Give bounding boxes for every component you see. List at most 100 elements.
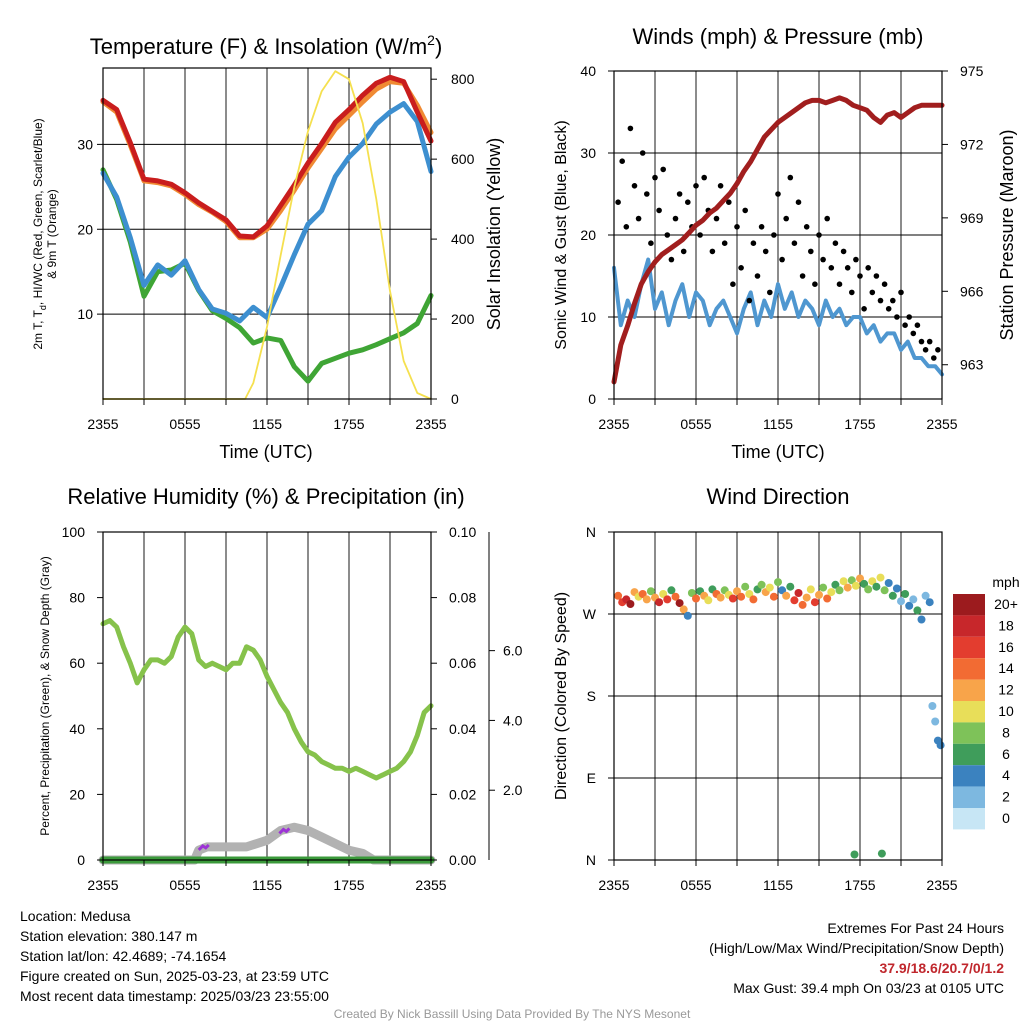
- colorbar-cell: [953, 636, 985, 659]
- winddir-point: [868, 577, 877, 586]
- winddir-point: [850, 850, 859, 859]
- gust-point: [652, 174, 658, 181]
- gust-point: [779, 256, 785, 263]
- winddir-ytick-label: N: [586, 524, 596, 540]
- gust-point: [853, 256, 859, 263]
- station-location: Location: Medusa: [20, 908, 131, 924]
- extremes-subtitle: (High/Low/Max Wind/Precipitation/Snow De…: [709, 940, 1004, 956]
- extremes-values: 37.9/18.6/20.7/0/1.2: [879, 960, 1004, 976]
- gust-point: [730, 281, 736, 288]
- colorbar-title: mph: [992, 574, 1019, 590]
- solar-series-line: [102, 70, 432, 400]
- winddir-point: [831, 580, 840, 589]
- gust-point: [701, 174, 707, 181]
- winddir-xtick-label: 2355: [926, 877, 957, 893]
- temp-xtick-label: 1155: [252, 416, 282, 432]
- winddir-plot-area: [614, 573, 945, 859]
- rh-y3tick-label: 4.0: [503, 712, 523, 728]
- winddir-point: [749, 595, 758, 604]
- station-latlon: Station lat/lon: 42.4689; -74.1654: [20, 948, 227, 964]
- winds-y2tick-label: 966: [960, 283, 984, 299]
- gust-point: [668, 256, 675, 263]
- colorbar-cell: [953, 808, 985, 830]
- gust-point: [869, 289, 876, 296]
- temp-ylabel-line2: & 9m T (Orange): [45, 189, 59, 279]
- winds-y2tick-label: 972: [960, 136, 984, 152]
- gust-point: [812, 281, 818, 288]
- gust-point: [664, 232, 671, 238]
- gust-point: [750, 240, 757, 246]
- temp-y2tick-label: 200: [451, 311, 475, 327]
- winds-xtick-label: 0555: [680, 416, 711, 432]
- winddir-point: [683, 611, 692, 620]
- rh-ylabel: Percent, Precipitation (Green), & Snow D…: [38, 556, 52, 835]
- extremes-box: Extremes For Past 24 Hours (High/Low/Max…: [709, 918, 1004, 998]
- gust-point: [762, 248, 769, 255]
- gust-point: [783, 215, 789, 222]
- winddir-point: [901, 590, 910, 598]
- extremes-title: Extremes For Past 24 Hours: [827, 920, 1004, 936]
- winddir-point: [884, 579, 893, 587]
- temp-ytick-label: 10: [77, 306, 93, 322]
- station-elevation: Station elevation: 380.147 m: [20, 928, 198, 944]
- winddir-point: [794, 589, 803, 597]
- rh-axes: 2355 0555 1155 1755 23550204060801000.000.02…: [62, 524, 523, 893]
- winds-ytick-label: 40: [580, 63, 596, 79]
- gust-point: [680, 248, 687, 255]
- winddir-point: [909, 595, 918, 604]
- winddir-point: [810, 598, 819, 607]
- gust-point: [619, 158, 625, 164]
- speed-colorbar: 20+ 18 16 14 12 10 8 6 4 2 0: [953, 594, 1018, 830]
- gust-point: [795, 199, 802, 205]
- winddir-point: [671, 592, 680, 601]
- winddir-gridlines: [614, 532, 942, 860]
- winddir-point: [864, 585, 873, 594]
- colorbar-cell: [953, 722, 985, 744]
- temp-y2tick-label: 400: [451, 231, 475, 247]
- winddir-point: [823, 594, 832, 603]
- gust-point: [824, 215, 830, 222]
- winddir-point: [876, 573, 885, 582]
- winddir-point: [925, 598, 934, 607]
- winddir-point: [733, 587, 741, 596]
- rh-gridlines: [143, 532, 391, 860]
- winddir-point: [614, 591, 623, 600]
- gust-point: [713, 215, 720, 222]
- gust-point: [894, 314, 900, 320]
- gust-point: [902, 322, 908, 329]
- winddir-point: [790, 596, 799, 605]
- gust-point: [660, 166, 666, 173]
- station-info: Location: Medusa Station elevation: 380.…: [20, 906, 329, 1006]
- gust-point: [832, 240, 839, 246]
- winddir-point: [860, 579, 869, 588]
- gust-point: [849, 289, 855, 296]
- rh-ytick-label: 20: [69, 786, 85, 802]
- winddir-point: [687, 589, 696, 597]
- winddir-point: [798, 600, 807, 609]
- colorbar-label: 16: [998, 639, 1014, 655]
- gust-point: [676, 191, 683, 197]
- winddir-point: [827, 588, 836, 597]
- winddir-point: [728, 594, 737, 603]
- colorbar-label: 20+: [994, 596, 1018, 612]
- rh-y2tick-label: 0.04: [449, 721, 476, 737]
- rh-y3tick-label: 2.0: [503, 782, 523, 798]
- winds-y2tick-label: 963: [960, 357, 984, 373]
- recent-timestamp: Most recent data timestamp: 2025/03/23 2…: [20, 988, 329, 1004]
- winds-panel: Winds (mph) & Pressure (mb) 2355 0555 1155…: [553, 24, 1017, 462]
- colorbar-cell: [953, 615, 985, 637]
- winddir-point: [877, 849, 886, 858]
- gust-point: [918, 338, 925, 345]
- winddir-point: [704, 596, 713, 605]
- rh-y2tick-label: 0.10: [449, 524, 476, 540]
- winddir-ytick-label: E: [587, 770, 596, 786]
- temp-y2tick-label: 800: [451, 71, 475, 87]
- winddir-point: [741, 582, 750, 591]
- gust-point: [746, 297, 753, 304]
- winds-xlabel: Time (UTC): [731, 442, 824, 462]
- gust-point: [726, 199, 732, 205]
- winddir-xtick-label: 1755: [844, 877, 875, 893]
- winddir-ylabel: Direction (Colored By Speed): [553, 592, 570, 800]
- colorbar-label: 2: [1002, 789, 1010, 805]
